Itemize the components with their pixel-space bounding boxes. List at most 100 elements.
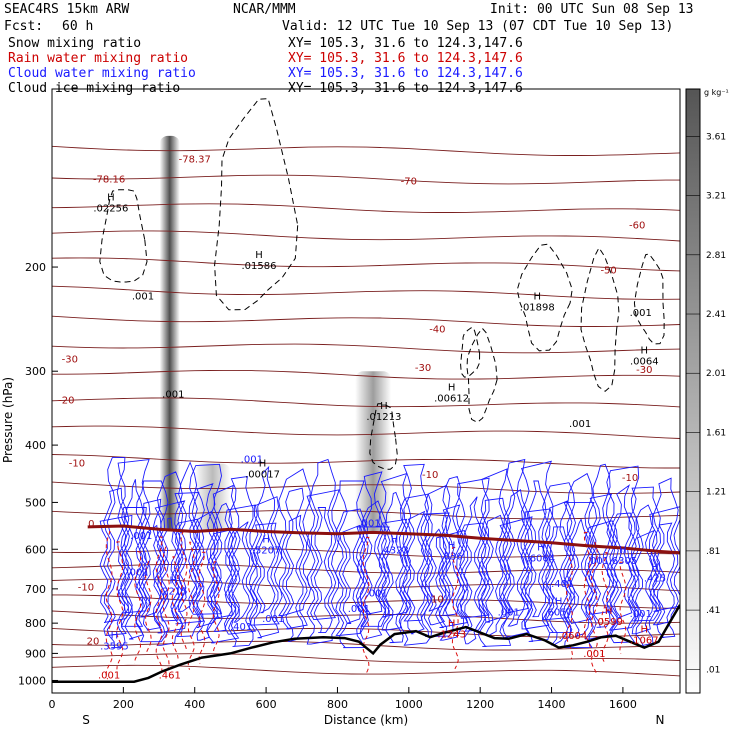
colorbar-tick-label: 2.01 (706, 369, 726, 379)
temperature-label: 20 (87, 637, 100, 648)
cloud-water-contour (406, 510, 426, 635)
cloud-water-contour (285, 487, 305, 642)
extremum-value: .001 (162, 390, 184, 401)
extremum-value: .1243 (437, 630, 466, 641)
colorbar-tick-label: 2.81 (706, 251, 726, 261)
extremum-value: .02256 (93, 204, 128, 215)
colorbar-tick-label: .41 (706, 606, 720, 616)
x-end-label-north: N (656, 713, 665, 727)
extremum-marker: H (448, 619, 456, 630)
cloud-water-contour (627, 486, 661, 622)
extremum-value: .636 (441, 552, 463, 563)
cloud-water-contour (613, 484, 633, 619)
snow-column (194, 463, 231, 532)
cloud-water-contour (631, 529, 658, 635)
extremum-marker: H (605, 606, 613, 617)
extremum-value: .401 (230, 622, 252, 633)
cloud-ice-contour (99, 189, 148, 283)
temperature-label: -10 (622, 473, 638, 484)
temperature-contour (52, 664, 680, 677)
extremum-value: .001 (366, 588, 388, 599)
cloud-water-contour (499, 516, 533, 639)
cloud-water-contour (502, 489, 529, 614)
extremum-marker: H (619, 545, 627, 556)
temperature-contour (52, 653, 680, 663)
cloud-water-contour (584, 520, 619, 640)
extremum-marker: H (537, 543, 545, 554)
cloud-water-contour (402, 463, 429, 622)
y-tick-label: 500 (25, 496, 46, 509)
colorbar-unit: g kg⁻¹ (704, 88, 729, 97)
y-tick-label: 800 (25, 617, 46, 630)
extremum-value: .00017 (245, 469, 280, 480)
cloud-water-contour (378, 472, 412, 618)
cloud-water-contour (117, 458, 151, 614)
freezing-level-line (87, 524, 680, 555)
extremum-value: .6064 (527, 554, 556, 565)
extremum-value: .2215 (159, 586, 188, 597)
extremum-marker: H (448, 541, 456, 552)
cloud-water-contour (541, 482, 576, 621)
extremum-value: .6057 (544, 607, 573, 618)
cloud-water-contour (206, 484, 240, 644)
extremum-marker: H (391, 534, 399, 545)
cloud-water-contour (256, 465, 276, 614)
cloud-water-contour (342, 524, 362, 624)
temperature-label: 0 (88, 519, 94, 530)
temperature-contour (52, 627, 680, 638)
cloud-ice-contour (580, 246, 620, 392)
extremum-value: .001 (587, 556, 609, 567)
cloud-water-contour (124, 479, 144, 640)
cloud-water-contour (281, 514, 308, 630)
cloud-ice-contour (633, 253, 665, 345)
cloud-water-contours (99, 457, 680, 649)
temperature-contour (52, 315, 680, 327)
rain-water-contour (198, 551, 206, 664)
temperature-label: -30 (636, 365, 652, 376)
colorbar-gradient (685, 88, 701, 694)
temperature-contour (52, 509, 680, 520)
temperature-label: 10 (431, 594, 444, 605)
temperature-contour (52, 257, 680, 272)
cloud-water-contour (228, 475, 255, 647)
cloud-water-contour (313, 507, 333, 634)
extremum-marker: H (641, 625, 649, 636)
cloud-water-contour (174, 492, 201, 638)
cloud-water-contour (106, 457, 126, 649)
legend-rain: Rain water mixing ratio (8, 51, 189, 66)
colorbar-tick-label: 2.41 (706, 310, 726, 320)
x-tick-label: 0 (49, 698, 56, 711)
extremum-value: .401 (551, 579, 573, 590)
cloud-water-contour (484, 514, 504, 636)
rain-water-contour (144, 560, 152, 654)
x-tick-label: 1600 (609, 698, 637, 711)
temperature-contour (52, 145, 680, 156)
cloud-water-contour (545, 526, 572, 634)
cloud-water-contour (253, 496, 280, 639)
y-tick-label: 1000 (18, 674, 46, 687)
rain-water-contour (583, 531, 591, 652)
x-tick-label: 600 (256, 698, 277, 711)
temperature-label: -60 (629, 220, 645, 231)
cloud-water-contour (549, 500, 569, 646)
extremum-value: .01586 (241, 261, 276, 272)
cloud-water-contour (592, 463, 611, 628)
extremum-value: .5207 (252, 545, 281, 556)
cloud-water-contour (652, 477, 679, 626)
cloud-water-contour (188, 463, 223, 615)
cloud-water-contour (524, 508, 551, 642)
extremum-value: .0604 (559, 631, 588, 642)
extremum-marker: H (641, 345, 649, 356)
temperature-label: -40 (429, 324, 445, 335)
colorbar: g kg⁻¹ 3.61 3.21 2.81 2.41 2.01 1.61 1.21 .81 .4… (685, 88, 729, 694)
cloud-ice-contour (516, 243, 573, 352)
cloud-water-contour (360, 500, 387, 640)
temperature-contour (52, 203, 680, 213)
plot-frame (51, 88, 681, 694)
cloud-water-contour (456, 477, 490, 619)
rain-water-contour (155, 536, 163, 675)
temperature-contour (52, 174, 680, 185)
cloud-water-contour (385, 491, 404, 644)
temperature-label: -78.37 (179, 154, 211, 165)
